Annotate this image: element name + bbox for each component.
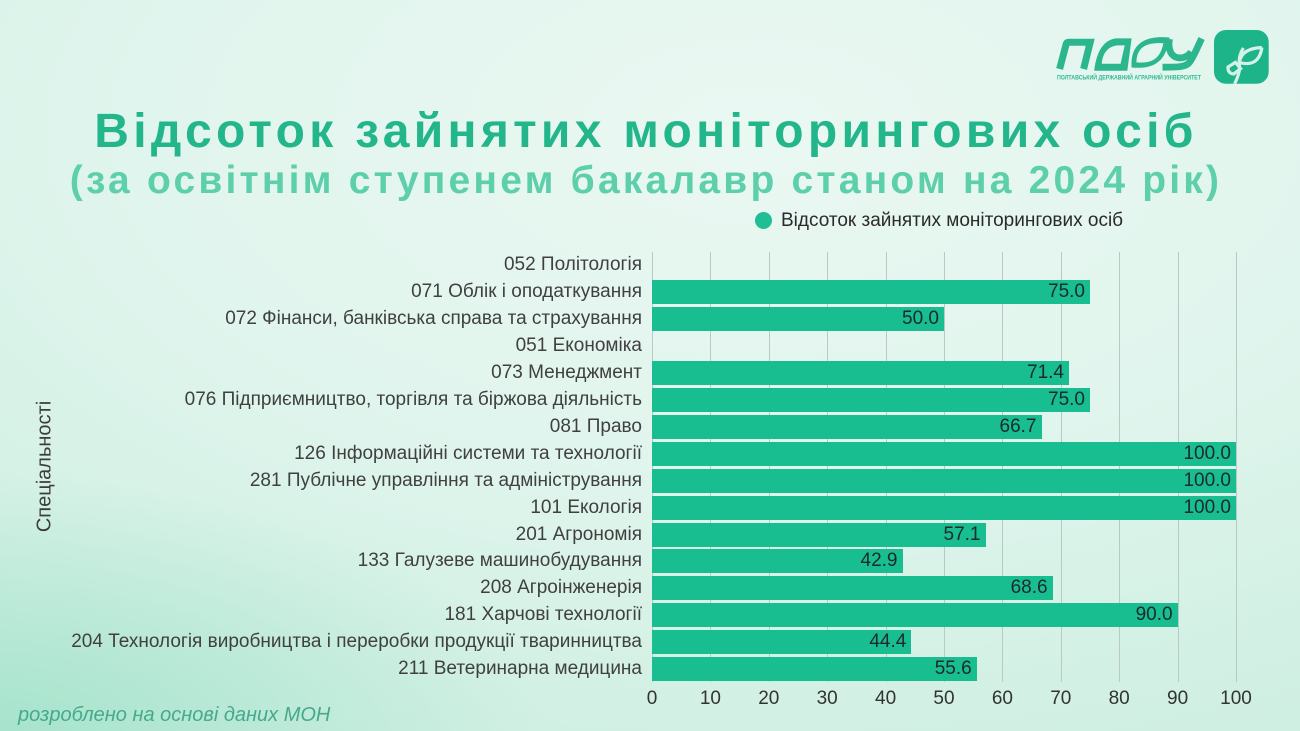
svg-text:ПОЛТАВСЬКИЙ ДЕРЖАВНИЙ АГРАРНИЙ: ПОЛТАВСЬКИЙ ДЕРЖАВНИЙ АГРАРНИЙ УНІВЕРСИТ…	[1057, 73, 1201, 82]
